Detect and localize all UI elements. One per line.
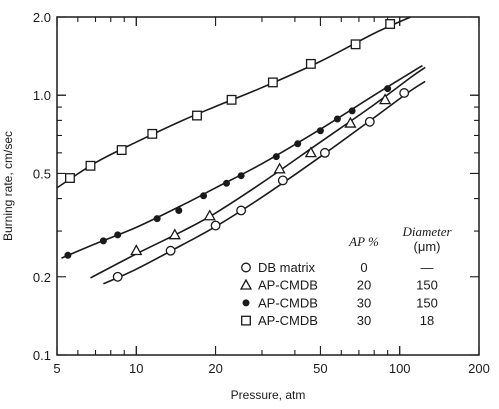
legend-marker-1: [239, 278, 253, 290]
series-curve-0: [103, 80, 426, 285]
legend-diameter-value: —: [421, 260, 434, 275]
x-axis-title: Pressure, atm: [231, 388, 306, 402]
legend-diameter-value: 18: [420, 313, 434, 328]
data-point-series-3: [65, 173, 75, 183]
legend-header-diameter: Diameter: [401, 224, 452, 239]
data-point-series-0: [319, 147, 330, 158]
legend-ap-value: 20: [357, 278, 371, 293]
legend-marker-0: [241, 262, 251, 273]
data-point-series-2: [348, 107, 356, 115]
legend-label: DB matrix: [258, 260, 316, 275]
legend-ap-value: 30: [357, 295, 371, 310]
data-point-series-2: [237, 172, 245, 180]
data-point-series-3: [305, 58, 316, 69]
legend: AP % Diameter (μm) DB matrix 0 — AP-CMDB 20 1…: [239, 224, 452, 328]
data-point-series-2: [153, 215, 161, 223]
data-point-series-2: [333, 115, 341, 123]
x-tick-label: 100: [389, 361, 411, 376]
data-point-series-3: [192, 110, 202, 121]
legend-label: AP-CMDB: [258, 295, 318, 310]
data-point-series-2: [294, 140, 302, 148]
legend-marker-2: [242, 299, 250, 307]
data-point-series-2: [200, 192, 208, 200]
data-point-series-1: [130, 244, 143, 256]
data-point-series-3: [267, 77, 278, 88]
series-curve-2: [61, 64, 423, 259]
legend-header-ap: AP %: [348, 234, 379, 249]
data-point-series-0: [364, 116, 375, 127]
data-point-series-3: [116, 145, 127, 156]
y-tick-label: 0.5: [33, 166, 51, 181]
data-point-series-1: [378, 93, 392, 105]
plot-frame: [56, 16, 480, 356]
data-point-series-3: [85, 160, 96, 171]
data-point-series-2: [99, 237, 107, 245]
data-point-series-0: [112, 271, 123, 282]
data-point-series-3: [226, 94, 237, 105]
data-point-series-1: [168, 228, 181, 240]
legend-marker-3: [241, 315, 251, 326]
y-tick-label: 1.0: [33, 88, 51, 103]
legend-diameter-value: 150: [416, 278, 438, 293]
x-tick-label: 200: [468, 361, 490, 376]
data-point-series-2: [272, 153, 280, 161]
legend-diameter-value: 150: [416, 295, 438, 310]
y-axis-title: Burning rate, cm/sec: [1, 131, 15, 241]
data-point-series-1: [304, 146, 317, 158]
data-point-series-0: [399, 88, 410, 98]
data-point-series-2: [316, 127, 324, 135]
y-tick-label: 0.1: [33, 348, 51, 363]
data-point-series-0: [210, 220, 221, 231]
data-point-series-0: [165, 245, 176, 256]
y-tick-label: 2.0: [33, 10, 51, 25]
data-point-series-2: [222, 179, 230, 187]
data-point-series-2: [64, 251, 72, 259]
series-curve-1: [90, 66, 426, 279]
y-tick-label: 0.2: [33, 270, 51, 285]
data-point-series-3: [147, 128, 158, 139]
data-point-series-1: [203, 209, 216, 221]
legend-rows: DB matrix 0 — AP-CMDB 20 150 AP-CMDB 30 150 AP-CM…: [239, 260, 438, 328]
x-tick-label: 10: [129, 361, 143, 376]
data-point-series-3: [385, 19, 396, 29]
data-point-series-2: [175, 206, 183, 214]
data-point-series-3: [350, 39, 361, 50]
legend-header-diameter-unit: (μm): [414, 239, 441, 254]
data-point-series-2: [384, 85, 392, 93]
x-tick-label: 50: [313, 361, 327, 376]
legend-label: AP-CMDB: [258, 278, 318, 293]
data-point-series-0: [236, 205, 247, 216]
x-tick-label: 20: [208, 361, 222, 376]
legend-ap-value: 30: [357, 313, 371, 328]
data-point-series-1: [344, 116, 357, 128]
data-point-series-1: [273, 162, 286, 174]
x-tick-label: 5: [53, 361, 60, 376]
legend-ap-value: 0: [360, 260, 367, 275]
legend-label: AP-CMDB: [258, 313, 318, 328]
data-points: [64, 19, 410, 282]
data-point-series-2: [114, 231, 122, 239]
data-point-series-0: [277, 175, 288, 186]
